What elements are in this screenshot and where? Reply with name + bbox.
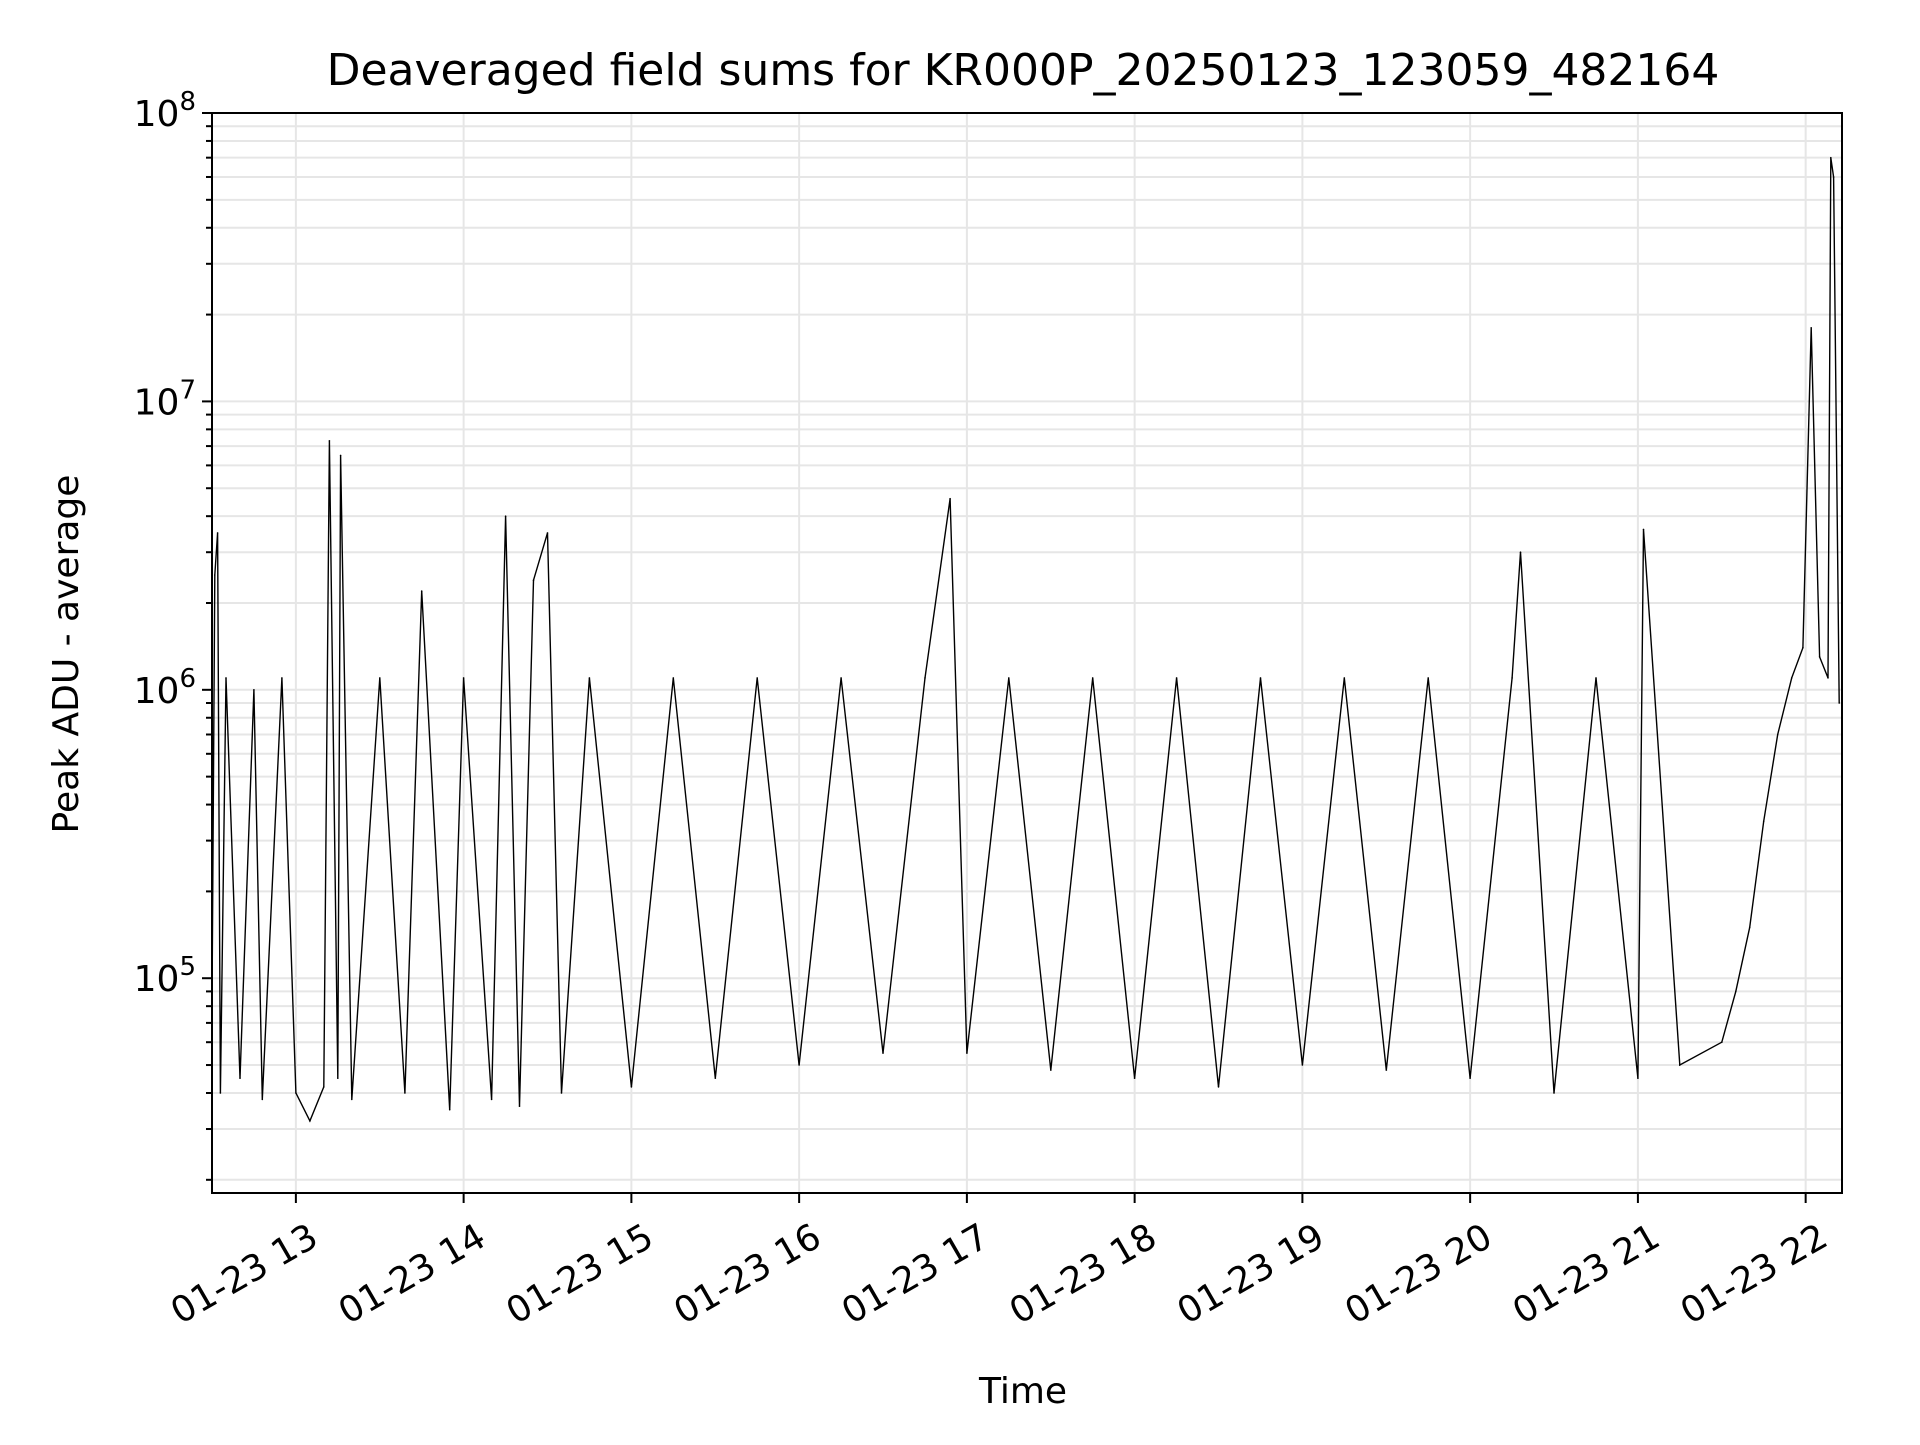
data-point bbox=[239, 1077, 241, 1079]
data-point bbox=[328, 440, 331, 442]
data-point bbox=[1818, 656, 1821, 658]
data-point bbox=[462, 677, 465, 679]
data-point bbox=[1642, 528, 1645, 531]
data-point bbox=[219, 1092, 222, 1094]
series-line bbox=[211, 157, 1840, 1123]
data-point bbox=[1343, 677, 1346, 679]
data-point bbox=[1217, 1086, 1220, 1088]
data-point bbox=[1301, 1064, 1304, 1066]
data-point bbox=[214, 574, 216, 576]
data-point bbox=[339, 454, 342, 457]
data-point bbox=[1511, 677, 1513, 679]
data-point bbox=[1637, 1077, 1639, 1079]
data-point bbox=[323, 1086, 325, 1088]
data-point bbox=[1091, 677, 1094, 679]
data-point bbox=[490, 1098, 493, 1101]
data-point bbox=[1838, 702, 1840, 704]
y-axis-label: Peak ADU - average bbox=[46, 475, 87, 834]
data-point bbox=[1721, 1041, 1723, 1043]
data-point bbox=[1830, 156, 1832, 159]
data-point bbox=[337, 1077, 339, 1079]
data-point bbox=[1679, 1064, 1681, 1066]
y-tick-label-exponent: 5 bbox=[179, 952, 196, 982]
data-point bbox=[672, 677, 675, 679]
chart-title: Deaveraged field sums for KR000P_2025012… bbox=[327, 45, 1720, 96]
y-tick-label-exponent: 7 bbox=[179, 375, 196, 405]
data-point bbox=[546, 532, 549, 534]
y-tick-label: 105 bbox=[134, 952, 196, 1000]
data-point bbox=[295, 1092, 297, 1094]
data-point bbox=[1776, 733, 1779, 736]
y-tick-label-base: 10 bbox=[134, 382, 180, 423]
data-point bbox=[1519, 551, 1522, 553]
data-point bbox=[1259, 677, 1262, 679]
x-axis-label: Time bbox=[978, 1371, 1067, 1412]
data-point bbox=[1762, 820, 1765, 823]
data-point bbox=[1427, 677, 1429, 679]
data-point bbox=[281, 677, 283, 679]
data-point bbox=[630, 1086, 633, 1088]
data-point bbox=[1175, 677, 1178, 679]
data-point bbox=[1748, 926, 1751, 929]
data-point bbox=[1790, 677, 1793, 679]
data-point bbox=[1008, 677, 1010, 679]
plot-frame bbox=[211, 112, 1843, 1194]
data-point bbox=[504, 515, 507, 517]
y-tick-label-base: 10 bbox=[134, 671, 180, 712]
data-point bbox=[882, 1052, 884, 1054]
data-point bbox=[261, 1098, 264, 1101]
data-point bbox=[1133, 1077, 1136, 1079]
data-point bbox=[518, 1105, 521, 1107]
data-point bbox=[560, 1092, 563, 1094]
data-point bbox=[1385, 1069, 1388, 1071]
plot-area bbox=[211, 156, 1840, 1123]
data-point bbox=[1735, 990, 1737, 993]
data-point bbox=[448, 1108, 451, 1111]
data-point bbox=[714, 1077, 717, 1079]
data-point bbox=[840, 677, 842, 679]
data-point bbox=[309, 1120, 311, 1122]
y-tick-label: 107 bbox=[134, 375, 196, 423]
data-point bbox=[1827, 677, 1829, 679]
y-tick-label: 106 bbox=[134, 664, 196, 712]
data-point bbox=[253, 689, 255, 691]
data-point bbox=[798, 1064, 800, 1066]
data-point bbox=[924, 677, 926, 679]
data-point bbox=[379, 677, 381, 679]
data-point bbox=[225, 677, 227, 679]
y-tick-label-exponent: 6 bbox=[179, 664, 196, 694]
y-tick-label: 108 bbox=[134, 87, 196, 135]
y-tick-label-base: 10 bbox=[134, 94, 180, 135]
data-point bbox=[756, 677, 758, 679]
y-tick-label-base: 10 bbox=[134, 959, 180, 1000]
data-point bbox=[949, 497, 951, 500]
data-point bbox=[216, 532, 219, 534]
data-point bbox=[1802, 646, 1804, 649]
data-point bbox=[1050, 1069, 1052, 1071]
data-point bbox=[966, 1052, 968, 1054]
data-point bbox=[351, 1098, 353, 1101]
data-point bbox=[404, 1092, 406, 1094]
data-point bbox=[420, 590, 423, 592]
data-point bbox=[588, 677, 591, 679]
data-point bbox=[1553, 1092, 1555, 1094]
data-point bbox=[1810, 327, 1812, 329]
data-point bbox=[532, 579, 535, 581]
data-point bbox=[1469, 1077, 1471, 1079]
y-tick-label-exponent: 8 bbox=[179, 87, 196, 117]
data-point bbox=[1832, 176, 1835, 178]
data-point bbox=[1595, 677, 1597, 679]
